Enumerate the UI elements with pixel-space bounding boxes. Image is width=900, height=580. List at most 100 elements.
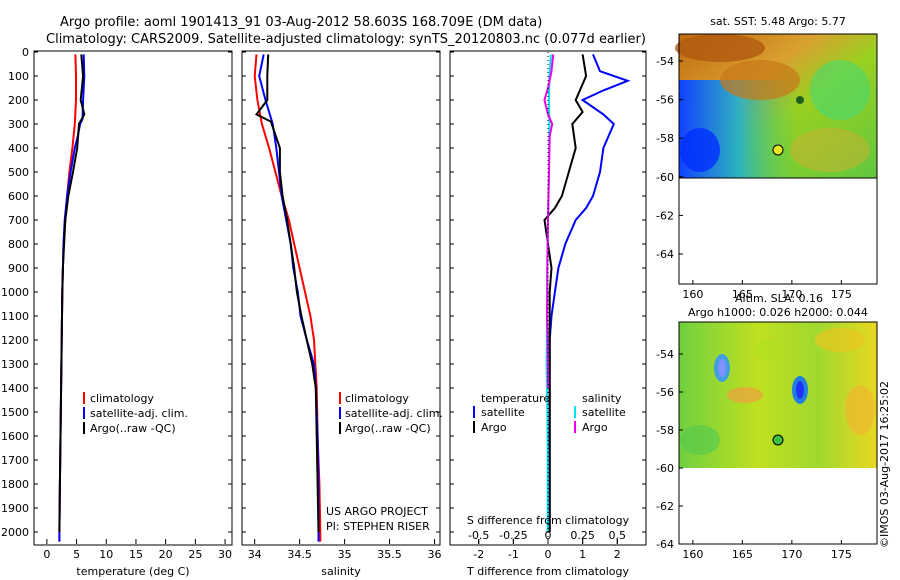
diff-legend-sal-argo: Argo bbox=[582, 421, 608, 434]
map-x-tick-label: 170 bbox=[781, 288, 802, 301]
map-y-tick-label: -58 bbox=[656, 424, 674, 437]
credit-project: US ARGO PROJECT bbox=[326, 505, 428, 518]
depth-tick-label: 900 bbox=[8, 262, 29, 275]
temp-legend-argo: Argo(..raw -QC) bbox=[90, 422, 176, 435]
sal-legend-satellite: satellite-adj. clim. bbox=[345, 407, 443, 420]
depth-tick-label: 500 bbox=[8, 166, 29, 179]
x-tick-label: 34.5 bbox=[287, 548, 312, 561]
x-tick-label: 25 bbox=[188, 548, 202, 561]
x-tick-label: 20 bbox=[159, 548, 173, 561]
temp-legend-climatology: climatology bbox=[90, 392, 154, 405]
x-tick-label: -2 bbox=[473, 548, 484, 561]
depth-tick-label: 1500 bbox=[1, 406, 29, 419]
salinity-series bbox=[253, 54, 322, 542]
map-y-tick-label: -62 bbox=[656, 209, 674, 222]
map-x-tick-label: 165 bbox=[732, 548, 753, 561]
map-y-tick-label: -56 bbox=[656, 94, 674, 107]
series-line bbox=[254, 54, 320, 533]
sst-y-ticks: -54 -56 -58 -60 -62 -64 bbox=[656, 55, 683, 261]
diff-legend-temp-argo: Argo bbox=[481, 421, 507, 434]
x-tick-label: 35 bbox=[338, 548, 352, 561]
x-tick-label: 1 bbox=[579, 548, 586, 561]
depth-tick-label: 300 bbox=[8, 118, 29, 131]
temperature-legend: climatology satellite-adj. clim. Argo(..… bbox=[83, 392, 188, 435]
map-y-tick-label: -54 bbox=[656, 348, 674, 361]
depth-tick-label: 1200 bbox=[1, 334, 29, 347]
s-difference-label: S difference from climatology bbox=[467, 514, 630, 527]
series-line bbox=[543, 54, 555, 389]
temperature-xlabel: temperature (deg C) bbox=[76, 565, 189, 578]
depth-tick-label: 1700 bbox=[1, 454, 29, 467]
sst-map-frame bbox=[678, 33, 878, 285]
sla-map-title-1: Altim. SLA: 0.16 bbox=[735, 292, 823, 305]
depth-axis: 0 100 200 300 400 500 600 700 800 900 1000 1100 1200… bbox=[1, 46, 646, 539]
map-x-tick-label: 160 bbox=[682, 548, 703, 561]
sla-map-title-2: Argo h1000: 0.026 h2000: 0.044 bbox=[688, 306, 868, 319]
x-tick-label: 2 bbox=[614, 548, 621, 561]
series-line bbox=[253, 54, 322, 542]
x-tick-label: 15 bbox=[129, 548, 143, 561]
sla-map bbox=[679, 322, 877, 468]
x-tick-label: -1 bbox=[508, 548, 519, 561]
depth-tick-label: 1400 bbox=[1, 382, 29, 395]
x-tick-label: 0 bbox=[43, 548, 50, 561]
sst-map-title: sat. SST: 5.48 Argo: 5.77 bbox=[710, 15, 846, 28]
map-x-tick-label: 175 bbox=[831, 288, 852, 301]
depth-tick-label: 2000 bbox=[1, 526, 29, 539]
depth-tick-label: 1900 bbox=[1, 502, 29, 515]
sla-y-ticks: -54 -56 -58 -60 -62 -64 bbox=[656, 348, 683, 551]
sst-map bbox=[675, 33, 878, 179]
diff-legend-temperature-title: temperature bbox=[481, 392, 550, 405]
depth-tick-label: 400 bbox=[8, 142, 29, 155]
x-tick-label: 30 bbox=[218, 548, 232, 561]
depth-tick-label: 800 bbox=[8, 238, 29, 251]
map-y-tick-label: -64 bbox=[656, 538, 674, 551]
x-tick-label: -0.25 bbox=[499, 529, 527, 542]
sal-legend-climatology: climatology bbox=[345, 392, 409, 405]
map-x-tick-label: 170 bbox=[781, 548, 802, 561]
depth-tick-label: 0 bbox=[22, 46, 29, 59]
depth-tick-label: 600 bbox=[8, 190, 29, 203]
map-y-tick-label: -58 bbox=[656, 132, 674, 145]
depth-tick-label: 100 bbox=[8, 70, 29, 83]
depth-tick-label: 1600 bbox=[1, 430, 29, 443]
series-line bbox=[543, 54, 588, 532]
sla-map-frame bbox=[678, 321, 878, 545]
temperature-panel bbox=[33, 50, 233, 546]
map-y-tick-label: -60 bbox=[656, 462, 674, 475]
x-tick-label: 0.5 bbox=[609, 529, 627, 542]
map-y-tick-label: -54 bbox=[656, 55, 674, 68]
temp-legend-satellite: satellite-adj. clim. bbox=[90, 407, 188, 420]
watermark: ©IMOS 03-Aug-2017 16:25:02 bbox=[878, 381, 891, 548]
map-y-tick-label: -64 bbox=[656, 248, 674, 261]
map-y-tick-label: -60 bbox=[656, 171, 674, 184]
sal-legend-argo: Argo(..raw -QC) bbox=[345, 422, 431, 435]
difference-series bbox=[543, 54, 631, 532]
map-y-tick-label: -56 bbox=[656, 386, 674, 399]
depth-tick-label: 1100 bbox=[1, 310, 29, 323]
x-tick-label: 5 bbox=[73, 548, 80, 561]
diff-legend-sal-satellite: satellite bbox=[582, 406, 626, 419]
depth-tick-label: 1800 bbox=[1, 478, 29, 491]
x-tick-label: -0.5 bbox=[468, 529, 489, 542]
sst-argo-marker bbox=[772, 144, 784, 156]
series-line bbox=[58, 54, 86, 533]
series-line bbox=[258, 54, 320, 542]
x-tick-label: 0 bbox=[545, 548, 552, 561]
depth-tick-label: 200 bbox=[8, 94, 29, 107]
credit-pi: PI: STEPHEN RISER bbox=[326, 520, 430, 533]
difference-legend: temperature salinity satellite Argo sate… bbox=[473, 392, 626, 434]
diff-legend-salinity-title: salinity bbox=[582, 392, 622, 405]
s-diff-x-ticks: -0.5 -0.25 0 0.25 0.5 bbox=[468, 529, 626, 544]
x-tick-label: 0.25 bbox=[570, 529, 595, 542]
x-tick-label: 0 bbox=[545, 529, 552, 542]
salinity-panel bbox=[241, 50, 441, 546]
x-tick-label: 34 bbox=[248, 548, 262, 561]
salinity-xlabel: salinity bbox=[321, 565, 361, 578]
title-line-1: Argo profile: aoml 1901413_91 03-Aug-201… bbox=[60, 15, 542, 30]
depth-tick-label: 1000 bbox=[1, 286, 29, 299]
x-tick-label: 10 bbox=[99, 548, 113, 561]
map-x-tick-label: 165 bbox=[732, 288, 753, 301]
x-tick-label: 35.5 bbox=[377, 548, 402, 561]
